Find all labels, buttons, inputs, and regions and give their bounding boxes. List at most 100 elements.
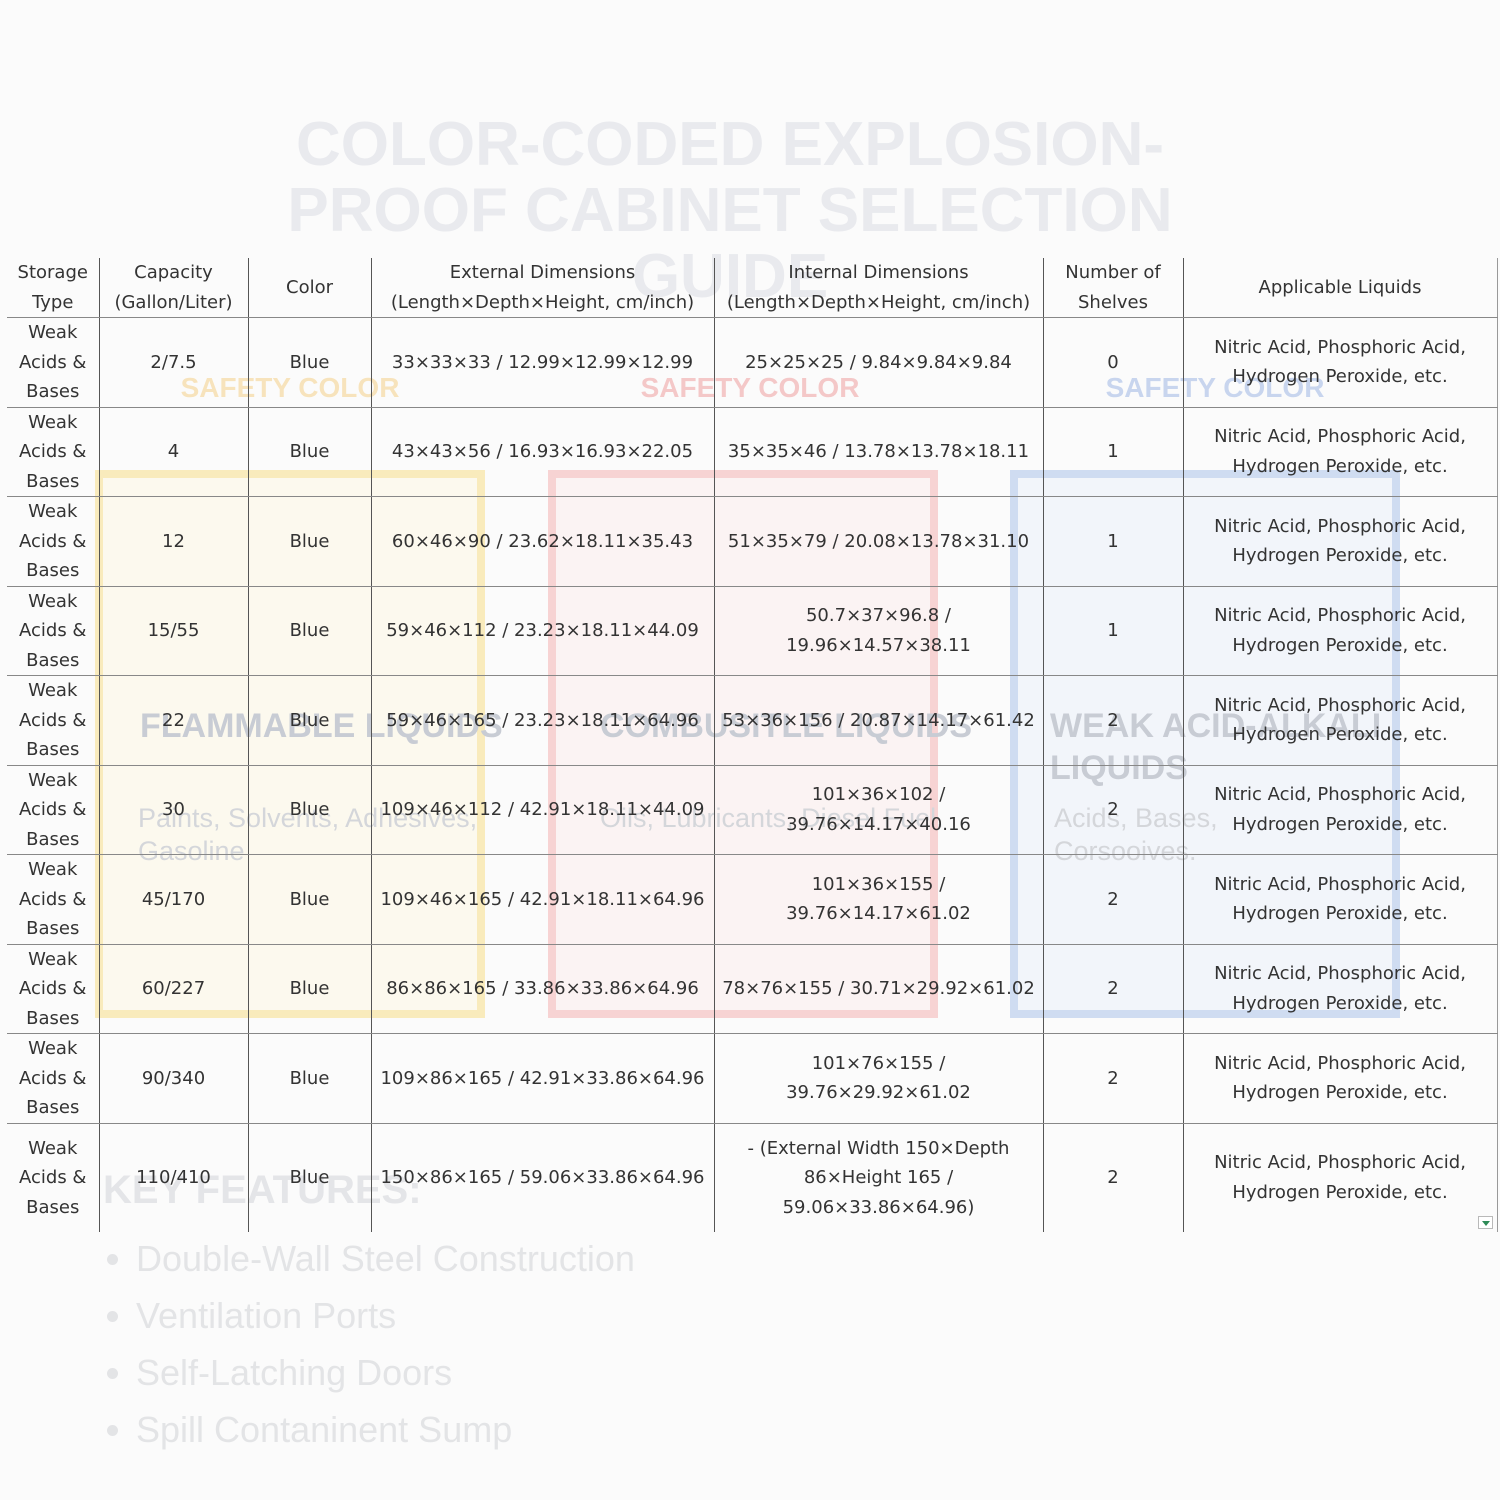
table-cell: Weak Acids & Bases xyxy=(7,1033,100,1124)
table-cell: 1 xyxy=(1042,407,1184,497)
table-cell: Nitric Acid, Phosphoric Acid, Hydrogen P… xyxy=(1182,944,1498,1034)
table-cell: Weak Acids & Bases xyxy=(7,496,100,587)
table-cell: 110/410 xyxy=(98,1123,249,1232)
table-cell: 43×43×56 / 16.93×16.93×22.05 xyxy=(370,407,715,497)
table-cell: Blue xyxy=(247,944,372,1034)
header-cell: Color xyxy=(247,258,1493,1229)
table-cell: Blue xyxy=(247,586,372,676)
table-cell: 86×86×165 / 33.86×33.86×64.96 xyxy=(370,944,715,1034)
table-cell: Nitric Acid, Phosphoric Acid, Hydrogen P… xyxy=(1182,407,1498,497)
table-row: Weak Acids & Bases 22 Blue 59×46×165 / 23.2… xyxy=(7,675,1498,766)
table-cell: 109×46×112 / 42.91×18.11×44.09 xyxy=(370,765,715,855)
header-text: Applicable Liquids xyxy=(1258,276,1422,298)
header-text: Storage Type xyxy=(17,262,88,313)
table-cell: 12 xyxy=(98,496,249,587)
table-cell: Nitric Acid, Phosphoric Acid, Hydrogen P… xyxy=(1182,675,1498,766)
table-cell: Nitric Acid, Phosphoric Acid, Hydrogen P… xyxy=(1182,1123,1498,1232)
table-cell: 109×46×165 / 42.91×18.11×64.96 xyxy=(370,854,715,945)
table-cell: 35×35×46 / 13.78×13.78×18.11 xyxy=(713,407,1044,497)
background-title: COLOR-CODED EXPLOSION-PROOF CABINET SELE… xyxy=(287,110,1173,311)
features-list: Double-Wall Steel ConstructionVentilatio… xyxy=(100,1230,635,1458)
table-cell: Nitric Acid, Phosphoric Acid, Hydrogen P… xyxy=(1182,765,1498,855)
feature-item: Ventilation Ports xyxy=(136,1287,635,1344)
data-table: Storage Type Capacity (Gallon/Liter) Color… xyxy=(7,258,1498,1232)
table-cell: 2 xyxy=(1042,1033,1184,1124)
table-row: Weak Acids & Bases 110/410 Blue 150×86×165 … xyxy=(7,1123,1498,1232)
table-cell: 1 xyxy=(1042,496,1184,587)
table-cell: Nitric Acid, Phosphoric Acid, Hydrogen P… xyxy=(1182,496,1498,587)
table-cell: Nitric Acid, Phosphoric Acid, Hydrogen P… xyxy=(1182,586,1498,676)
table-cell: 2 xyxy=(1042,1123,1184,1232)
table-cell: - (External Width 150×Depth 86×Height 16… xyxy=(713,1123,1044,1232)
table-row: Weak Acids & Bases 60/227 Blue 86×86×165 / … xyxy=(7,944,1498,1034)
table-cell: 150×86×165 / 59.06×33.86×64.96 xyxy=(370,1123,715,1232)
table-cell: 51×35×79 / 20.08×13.78×31.10 xyxy=(713,496,1044,587)
table-cell: 15/55 xyxy=(98,586,249,676)
header-cell: Storage Type xyxy=(7,258,1493,1229)
table-row: Weak Acids & Bases 15/55 Blue 59×46×112 / 2… xyxy=(7,586,1498,676)
table-cell: Weak Acids & Bases xyxy=(7,407,100,497)
table-cell: 50.7×37×96.8 / 19.96×14.57×38.11 xyxy=(713,586,1044,676)
table-cell: 53×36×156 / 20.87×14.17×61.42 xyxy=(713,675,1044,766)
header-text: Capacity (Gallon/Liter) xyxy=(114,262,233,313)
table-cell: Weak Acids & Bases xyxy=(7,1123,100,1232)
table-cell: Weak Acids & Bases xyxy=(7,854,100,945)
header-text: Number of Shelves xyxy=(1065,262,1161,313)
table-cell: Blue xyxy=(247,1123,372,1232)
table-cell: 60×46×90 / 23.62×18.11×35.43 xyxy=(370,496,715,587)
header-cell: Applicable Liquids xyxy=(1182,258,1498,1229)
table-cell: Blue xyxy=(247,407,372,497)
table-cell: Nitric Acid, Phosphoric Acid, Hydrogen P… xyxy=(1182,317,1498,408)
table-row: Weak Acids & Bases 4 Blue 43×43×56 / 16.93×… xyxy=(7,407,1498,497)
table-cell: 109×86×165 / 42.91×33.86×64.96 xyxy=(370,1033,715,1124)
table-cell: 2 xyxy=(1042,944,1184,1034)
table-cell: Blue xyxy=(247,765,372,855)
table-cell: 101×36×102 / 39.76×14.17×40.16 xyxy=(713,765,1044,855)
header-text: External Dimensions (Length×Depth×Height… xyxy=(390,262,695,313)
table-cell: Blue xyxy=(247,496,372,587)
table-row: Weak Acids & Bases 12 Blue 60×46×90 / 23.62… xyxy=(7,496,1498,587)
header-text: Internal Dimensions (Length×Depth×Height… xyxy=(726,262,1031,313)
table-cell: 60/227 xyxy=(98,944,249,1034)
header-cell: External Dimensions (Length×Depth×Height… xyxy=(370,258,1493,1229)
table-cell: 90/340 xyxy=(98,1033,249,1124)
feature-item: Self-Latching Doors xyxy=(136,1344,635,1401)
table-cell: 59×46×165 / 23.23×18.11×64.96 xyxy=(370,675,715,766)
table-row: Weak Acids & Bases 2/7.5 Blue 33×33×33 / 12… xyxy=(7,317,1498,408)
table-row: Weak Acids & Bases 90/340 Blue 109×86×165 /… xyxy=(7,1033,1498,1124)
table-cell: 30 xyxy=(98,765,249,855)
table-row: Weak Acids & Bases 45/170 Blue 109×46×165 /… xyxy=(7,854,1498,945)
table-cell: 45/170 xyxy=(98,854,249,945)
table-cell: 2 xyxy=(1042,675,1184,766)
header-cell: Number of Shelves xyxy=(1042,258,1493,1229)
table-cell: Nitric Acid, Phosphoric Acid, Hydrogen P… xyxy=(1182,854,1498,945)
table-cell: 101×36×155 / 39.76×14.17×61.02 xyxy=(713,854,1044,945)
table-cell: 59×46×112 / 23.23×18.11×44.09 xyxy=(370,586,715,676)
table-cell: Nitric Acid, Phosphoric Acid, Hydrogen P… xyxy=(1182,1033,1498,1124)
table-cell: Blue xyxy=(247,1033,372,1124)
table-cell: 33×33×33 / 12.99×12.99×12.99 xyxy=(370,317,715,408)
header-cell: Capacity (Gallon/Liter) xyxy=(98,258,1493,1229)
table-cell: Blue xyxy=(247,675,372,766)
table-cell: 22 xyxy=(98,675,249,766)
feature-item: Spill Contaninent Sump xyxy=(136,1401,635,1458)
table-cell: 2/7.5 xyxy=(98,317,249,408)
header-text: Color xyxy=(286,276,333,298)
table-cell: Blue xyxy=(247,317,372,408)
table-cell: Weak Acids & Bases xyxy=(7,944,100,1034)
table-cell: Weak Acids & Bases xyxy=(7,317,100,408)
table-cell: 78×76×155 / 30.71×29.92×61.02 xyxy=(713,944,1044,1034)
header-cell: Internal Dimensions (Length×Depth×Height… xyxy=(713,258,1493,1229)
table-cell: 2 xyxy=(1042,854,1184,945)
table-row: Weak Acids & Bases 30 Blue 109×46×112 / 42.… xyxy=(7,765,1498,855)
table-cell: 2 xyxy=(1042,765,1184,855)
table-cell: 25×25×25 / 9.84×9.84×9.84 xyxy=(713,317,1044,408)
header-row: Storage Type Capacity (Gallon/Liter) Color… xyxy=(7,258,1498,1229)
table-cell: Weak Acids & Bases xyxy=(7,765,100,855)
table-cell: Weak Acids & Bases xyxy=(7,586,100,676)
table-cell: 101×76×155 / 39.76×29.92×61.02 xyxy=(713,1033,1044,1124)
filter-button[interactable] xyxy=(1478,1216,1493,1229)
table-cell: Blue xyxy=(247,854,372,945)
table-cell: 1 xyxy=(1042,586,1184,676)
table-cell: 0 xyxy=(1042,317,1184,408)
